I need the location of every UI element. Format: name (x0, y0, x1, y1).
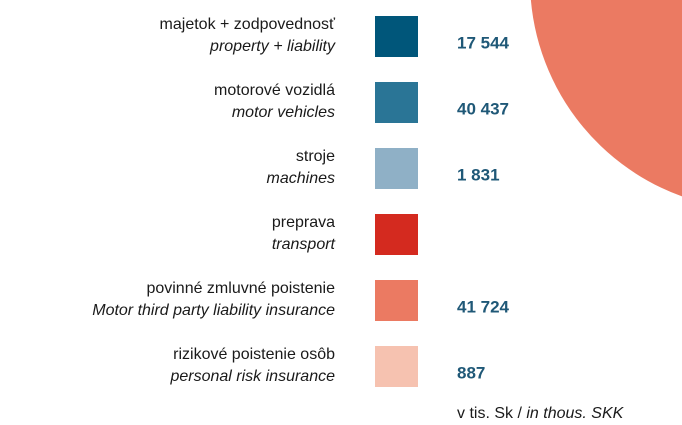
unit-note: v tis. Sk / in thous. SKK (457, 405, 625, 422)
legend-swatch (375, 16, 418, 57)
legend-label: stroje (296, 148, 335, 165)
legend-label-en: Motor third party liability insurance (92, 302, 335, 319)
value-label: 887 (457, 363, 485, 382)
value-label: 1 831 (457, 165, 500, 184)
pie-slice (530, 0, 682, 210)
value-label: 17 544 (457, 33, 510, 52)
legend-label-en: personal risk insurance (169, 368, 335, 385)
legend-label: povinné zmluvné poistenie (146, 280, 335, 297)
value-label: 40 437 (457, 99, 509, 118)
legend-swatch (375, 82, 418, 123)
legend-swatch (375, 346, 418, 387)
legend-label: motorové vozidlá (214, 82, 335, 99)
legend-label: majetok + zodpovednosť (160, 16, 336, 33)
legend-label-en: machines (267, 170, 335, 187)
legend-swatch (375, 280, 418, 321)
value-label: 41 724 (457, 297, 510, 316)
legend: majetok + zodpovednosť property + liabili… (92, 16, 509, 387)
chart: majetok + zodpovednosť property + liabili… (0, 0, 682, 425)
legend-swatch (375, 148, 418, 189)
legend-label-en: property + liability (209, 38, 336, 55)
unit-note-en: in thous. SKK (526, 405, 624, 422)
legend-label-en: motor vehicles (232, 104, 335, 121)
legend-label: preprava (272, 214, 335, 231)
pie (530, 0, 682, 210)
legend-label: rizikové poistenie osôb (173, 346, 335, 363)
legend-swatch (375, 214, 418, 255)
unit-note-sk: v tis. Sk / (457, 405, 522, 422)
legend-label-en: transport (272, 236, 336, 253)
